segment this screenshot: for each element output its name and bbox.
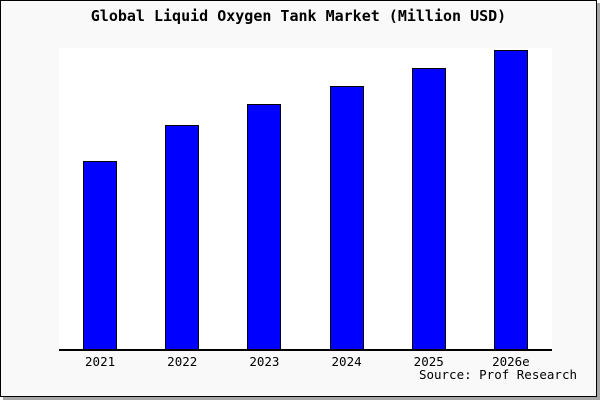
x-tick-2022: 2022: [167, 354, 198, 369]
x-tick-2025: 2025: [413, 354, 444, 369]
plot-area: [59, 48, 552, 351]
x-tick-2021: 2021: [85, 354, 116, 369]
bars-container: [59, 48, 552, 349]
bar-2026e: [493, 50, 528, 349]
x-tick-2024: 2024: [331, 354, 362, 369]
bar-2024: [329, 86, 364, 349]
bar-2025: [411, 68, 446, 349]
x-tick-2026e: 2026e: [492, 354, 530, 369]
bar-2021: [83, 161, 118, 349]
source-note: Source: Prof Research: [418, 367, 577, 382]
bar-2023: [247, 104, 282, 349]
x-tick-2023: 2023: [249, 354, 280, 369]
chart-title: Global Liquid Oxygen Tank Market (Millio…: [90, 7, 507, 25]
bar-2022: [165, 125, 200, 349]
